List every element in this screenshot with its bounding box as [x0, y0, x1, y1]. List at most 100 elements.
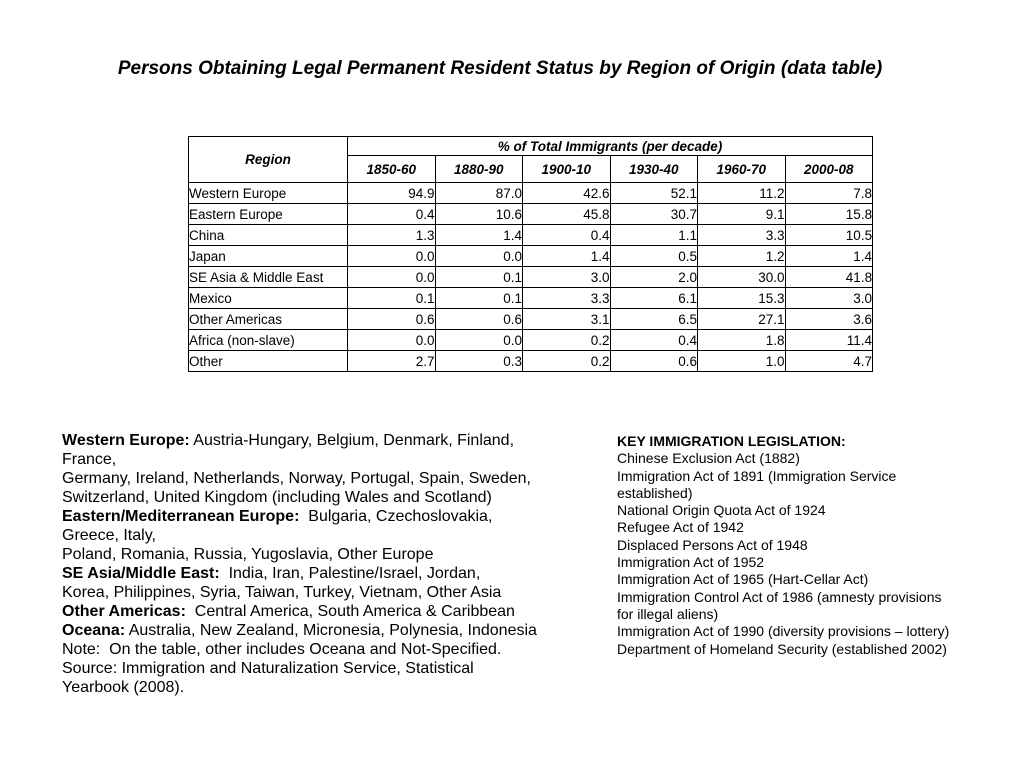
region-note-line: Switzerland, United Kingdom (including W… [62, 488, 597, 507]
region-note-line: Eastern/Mediterranean Europe: Bulgaria, … [62, 507, 597, 526]
value-cell: 0.0 [347, 266, 436, 288]
region-cell: Eastern Europe [188, 203, 348, 225]
value-cell: 0.1 [434, 287, 523, 309]
region-note-text: Australia, New Zealand, Micronesia, Poly… [125, 622, 537, 639]
region-note-term: Other Americas: [62, 603, 186, 620]
value-cell: 11.4 [784, 329, 874, 351]
value-cell: 0.0 [347, 245, 436, 267]
legislation-line: Department of Homeland Security (establi… [617, 640, 947, 657]
value-cell: 0.6 [347, 308, 436, 330]
value-cell: 87.0 [434, 182, 523, 204]
legislation-line: Immigration Act of 1990 (diversity provi… [617, 623, 950, 640]
legislation-line: Immigration Act of 1891 (Immigration Ser… [617, 467, 897, 484]
value-cell: 2.0 [609, 266, 698, 288]
value-cell: 10.6 [434, 203, 523, 225]
value-cell: 1.3 [347, 224, 436, 246]
decade-header-cell: 1960-70 [697, 155, 786, 183]
decade-header-cell: 1880-90 [434, 155, 523, 183]
page-title: Persons Obtaining Legal Permanent Reside… [117, 58, 883, 79]
region-note-text: Bulgaria, Czechoslovakia, [299, 508, 493, 525]
region-cell: Western Europe [188, 182, 348, 204]
value-cell: 6.1 [609, 287, 698, 309]
value-cell: 9.1 [697, 203, 786, 225]
value-cell: 7.8 [784, 182, 874, 204]
region-cell: Africa (non-slave) [188, 329, 348, 351]
decade-header-cell: 1900-10 [522, 155, 611, 183]
legislation-line: for illegal aliens) [617, 605, 719, 622]
value-cell: 1.4 [522, 245, 611, 267]
region-cell: Mexico [188, 287, 348, 309]
value-cell: 3.6 [784, 308, 874, 330]
region-note-line: SE Asia/Middle East: India, Iran, Palest… [62, 564, 597, 583]
value-cell: 0.3 [434, 350, 523, 372]
value-cell: 3.3 [522, 287, 611, 309]
region-note-text: Note: On the table, other includes Ocean… [62, 641, 502, 658]
value-cell: 1.0 [697, 350, 786, 372]
table-row: Western Europe 94.9 87.0 42.6 52.1 11.2 7.8 [188, 182, 874, 204]
region-note-text: Poland, Romania, Russia, Yugoslavia, Oth… [62, 546, 434, 563]
region-note-line: Germany, Ireland, Netherlands, Norway, P… [62, 469, 597, 488]
value-cell: 45.8 [522, 203, 611, 225]
value-cell: 0.2 [522, 350, 611, 372]
table-row: Japan 0.0 0.0 1.4 0.5 1.2 1.4 [188, 245, 874, 267]
decade-header-cell: 1930-40 [609, 155, 698, 183]
value-cell: 3.0 [522, 266, 611, 288]
immigrants-table: Region % of Total Immigrants (per decade… [188, 136, 874, 372]
table-row: Other 2.7 0.3 0.2 0.6 1.0 4.7 [188, 350, 874, 372]
region-note-text: Germany, Ireland, Netherlands, Norway, P… [62, 470, 531, 487]
value-cell: 3.0 [784, 287, 874, 309]
value-cell: 0.5 [609, 245, 698, 267]
value-cell: 0.4 [347, 203, 436, 225]
value-cell: 11.2 [697, 182, 786, 204]
value-cell: 0.2 [522, 329, 611, 351]
value-cell: 3.3 [697, 224, 786, 246]
region-note-text: Central America, South America & Caribbe… [185, 603, 515, 620]
decade-header-cell: 1850-60 [347, 155, 436, 183]
value-cell: 30.0 [697, 266, 786, 288]
value-cell: 1.4 [434, 224, 523, 246]
value-cell: 1.8 [697, 329, 786, 351]
legislation-line: Displaced Persons Act of 1948 [617, 536, 808, 553]
region-note-text: India, Iran, Palestine/Israel, Jordan, [219, 565, 481, 582]
region-cell: Japan [188, 245, 348, 267]
legislation-line: Immigration Control Act of 1986 (amnesty… [617, 588, 942, 605]
value-cell: 15.3 [697, 287, 786, 309]
region-note-text: Source: Immigration and Naturalization S… [62, 660, 474, 677]
legislation-heading: KEY IMMIGRATION LEGISLATION: [617, 433, 846, 449]
table-body: Western Europe 94.9 87.0 42.6 52.1 11.2 7.8 Eas… [188, 182, 874, 372]
value-cell: 6.5 [609, 308, 698, 330]
region-note-text: Switzerland, United Kingdom (including W… [62, 489, 492, 506]
region-cell: SE Asia & Middle East [188, 266, 348, 288]
value-cell: 0.6 [609, 350, 698, 372]
legislation-line: Immigration Act of 1965 (Hart-Cellar Act… [617, 571, 869, 588]
legislation-line: established) [617, 484, 693, 501]
value-cell: 30.7 [609, 203, 698, 225]
region-note-term: Eastern/Mediterranean Europe: [62, 508, 300, 525]
decade-header-row: 1850-60 1880-90 1900-10 1930-40 1960-70 2000-… [189, 155, 874, 183]
value-cell: 15.8 [784, 203, 874, 225]
region-note-line: France, [62, 450, 597, 469]
value-cell: 2.7 [347, 350, 436, 372]
value-cell: 0.4 [522, 224, 611, 246]
table-row: China 1.3 1.4 0.4 1.1 3.3 10.5 [188, 224, 874, 246]
table-row: Eastern Europe 0.4 10.6 45.8 30.7 9.1 15.8 [188, 203, 874, 225]
table-header-row-1: Region % of Total Immigrants (per decade… [188, 136, 874, 183]
legislation-line: Immigration Act of 1952 [617, 554, 765, 571]
region-definitions: Western Europe: Austria-Hungary, Belgium… [62, 431, 597, 697]
region-note-line: Oceana: Australia, New Zealand, Micrones… [62, 621, 597, 640]
legislation-line: National Origin Quota Act of 1924 [617, 502, 826, 519]
value-cell: 10.5 [784, 224, 874, 246]
value-cell: 42.6 [522, 182, 611, 204]
region-note-term: SE Asia/Middle East: [62, 565, 220, 582]
value-cell: 1.2 [697, 245, 786, 267]
table-row: Mexico 0.1 0.1 3.3 6.1 15.3 3.0 [188, 287, 874, 309]
region-note-text: Greece, Italy, [62, 527, 156, 544]
region-note-term: Western Europe: [62, 432, 190, 449]
value-cell: 27.1 [697, 308, 786, 330]
value-cell: 0.1 [434, 266, 523, 288]
region-note-term: Oceana: [62, 622, 126, 639]
region-note-text: Korea, Philippines, Syria, Taiwan, Turke… [62, 584, 502, 601]
table-row: Other Americas 0.6 0.6 3.1 6.5 27.1 3.6 [188, 308, 874, 330]
region-column-header: Region [188, 136, 348, 183]
value-cell: 94.9 [347, 182, 436, 204]
